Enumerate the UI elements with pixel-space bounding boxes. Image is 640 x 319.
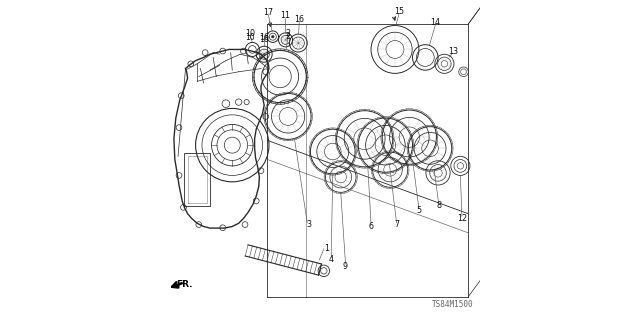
Text: 7: 7 <box>394 220 399 229</box>
Text: 3: 3 <box>307 220 311 229</box>
Text: 9: 9 <box>343 262 348 271</box>
Text: 11: 11 <box>280 11 290 20</box>
Text: 8: 8 <box>436 201 441 210</box>
Text: 16: 16 <box>259 33 269 42</box>
Text: 13: 13 <box>448 47 458 56</box>
Text: 5: 5 <box>417 206 422 215</box>
Text: 15: 15 <box>394 7 404 16</box>
Text: 2: 2 <box>285 32 291 41</box>
Text: 14: 14 <box>431 18 440 27</box>
Text: 12: 12 <box>457 214 467 223</box>
Text: 2: 2 <box>285 29 291 38</box>
Text: 16: 16 <box>259 35 269 44</box>
Text: 17: 17 <box>263 8 273 17</box>
Text: FR.: FR. <box>176 280 192 289</box>
Text: TS84M1500: TS84M1500 <box>431 300 473 309</box>
Text: 10: 10 <box>246 33 255 42</box>
Circle shape <box>271 35 274 38</box>
Text: 16: 16 <box>294 15 304 24</box>
Text: 10: 10 <box>246 29 255 38</box>
Text: 6: 6 <box>369 222 374 231</box>
Text: 4: 4 <box>329 256 333 264</box>
Text: 1: 1 <box>324 244 329 253</box>
